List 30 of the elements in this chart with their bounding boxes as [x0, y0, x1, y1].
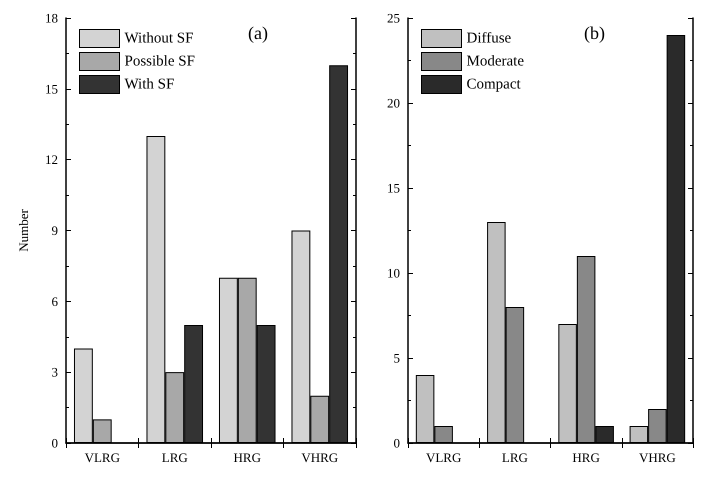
x-tick-label: VHRG — [301, 450, 338, 465]
y-tick-label: 10 — [387, 266, 400, 280]
legend-label: Without SF — [124, 30, 194, 46]
legend-label: Moderate — [466, 54, 524, 70]
x-tick-label: HRG — [572, 450, 600, 465]
y-tick-label: 0 — [52, 436, 58, 450]
y-tick-label: 5 — [394, 350, 400, 366]
y-tick-label: 15 — [387, 180, 400, 196]
y-tick-label: 20 — [387, 96, 400, 110]
x-tick-label: LRG — [162, 450, 188, 465]
annotation: (b) — [584, 23, 606, 43]
y-tick-label: 9 — [52, 223, 58, 238]
x-tick-label: HRG — [234, 450, 261, 465]
x-tick-label: VLRG — [84, 450, 120, 465]
y-tick-label: 6 — [52, 294, 58, 309]
y-tick-label: 3 — [52, 364, 58, 380]
x-tick-label: VLRG — [426, 450, 462, 465]
y-tick-label: 0 — [394, 436, 400, 450]
y-axis-title: Number — [16, 208, 31, 252]
legend-label: Compact — [466, 76, 522, 92]
x-tick-label: VHRG — [638, 450, 676, 465]
y-tick-label: 12 — [45, 152, 58, 168]
x-tick-label: LRG — [502, 450, 528, 465]
y-tick-label: 15 — [45, 81, 58, 96]
legend-label: With SF — [124, 76, 174, 92]
legend-label: Possible SF — [124, 54, 195, 70]
annotation: (a) — [248, 23, 268, 43]
y-tick-label: 25 — [387, 10, 400, 26]
y-tick-label: 18 — [45, 10, 58, 26]
legend-label: Diffuse — [466, 30, 512, 46]
